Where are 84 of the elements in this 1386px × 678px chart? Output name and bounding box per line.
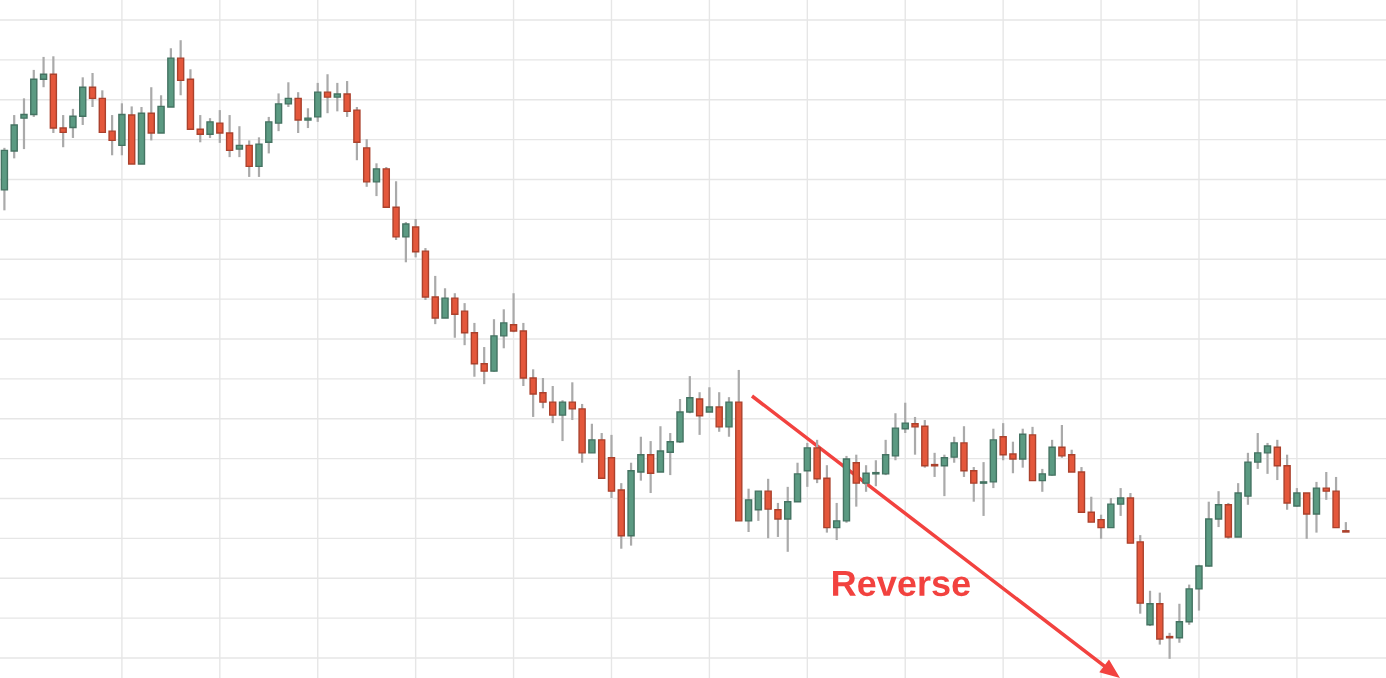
candlestick — [911, 415, 919, 456]
candlestick — [558, 399, 567, 443]
candlestick — [509, 292, 518, 334]
candlestick — [1097, 513, 1105, 540]
candlestick — [333, 81, 342, 113]
candlestick — [1038, 467, 1047, 493]
candlestick — [637, 435, 645, 482]
candlestick — [245, 139, 253, 179]
candlestick — [803, 441, 812, 488]
candlestick — [441, 287, 449, 320]
candlestick — [196, 113, 204, 144]
candlestick — [372, 162, 381, 198]
candlestick — [784, 485, 792, 553]
candlestick — [235, 125, 244, 159]
candlestick — [88, 71, 97, 109]
candlestick — [970, 465, 978, 503]
candlestick — [832, 501, 841, 542]
candlestick — [1273, 438, 1282, 482]
candlestick — [539, 376, 547, 410]
candlestick — [1293, 486, 1301, 508]
candlestick — [451, 292, 459, 339]
candlestick — [108, 113, 116, 157]
candlestick — [176, 39, 185, 97]
candlestick — [500, 308, 508, 350]
candlestick — [588, 422, 596, 454]
candlestick — [715, 391, 723, 433]
candlestick — [147, 86, 156, 142]
candlestick — [774, 501, 782, 539]
candlestick — [1175, 602, 1184, 644]
candlestick — [646, 439, 655, 495]
candlestick — [549, 384, 557, 425]
candlestick — [1195, 563, 1203, 612]
candlestick — [950, 435, 958, 464]
candlestick — [686, 375, 694, 415]
candlestick — [764, 477, 772, 540]
candlestick — [323, 73, 332, 115]
candlestick — [265, 115, 273, 155]
candlestick — [656, 425, 665, 474]
candlestick — [901, 401, 909, 435]
candlestick — [872, 459, 880, 488]
annotation: Reverse — [833, 570, 970, 597]
candlestick — [69, 107, 77, 140]
candlestick — [1116, 486, 1125, 518]
candlestick — [852, 453, 861, 508]
candlestick — [979, 460, 988, 518]
candlestick — [274, 92, 283, 133]
candlestick — [705, 386, 714, 414]
candlestick — [20, 97, 28, 151]
candlestick — [255, 136, 263, 179]
candlestick — [1087, 495, 1096, 524]
candlestick — [402, 220, 410, 264]
candlestick — [754, 490, 763, 522]
candlestick — [1214, 490, 1223, 529]
candlestick — [1009, 440, 1017, 475]
candlestick — [59, 113, 67, 149]
candlestick — [666, 431, 674, 477]
candlestick — [695, 391, 704, 436]
candlestick — [999, 422, 1007, 462]
candlestick — [284, 81, 293, 109]
candlestick — [1322, 470, 1331, 501]
candlestick — [343, 79, 351, 119]
candlestick — [460, 302, 469, 347]
candlestick — [304, 107, 312, 130]
candlestick — [529, 368, 537, 419]
candlestick — [1058, 423, 1066, 459]
candlestick — [881, 438, 890, 477]
candlestick — [206, 117, 214, 140]
candlestick — [225, 113, 234, 159]
candlestick — [480, 345, 488, 386]
candlestick — [39, 55, 48, 89]
candlestick — [744, 487, 753, 534]
candlestick — [1107, 496, 1115, 529]
candlestick — [940, 453, 949, 498]
candlestick — [568, 381, 577, 422]
candlestick — [294, 91, 302, 135]
candlestick — [1253, 431, 1262, 471]
candlestick — [1263, 441, 1272, 475]
candlestick — [862, 464, 870, 493]
candlestick — [930, 451, 939, 479]
candlestick — [431, 274, 439, 326]
candlestick — [216, 109, 224, 145]
candlestick — [1067, 448, 1076, 474]
candlestick — [1302, 491, 1311, 540]
candlestick — [1146, 589, 1154, 628]
